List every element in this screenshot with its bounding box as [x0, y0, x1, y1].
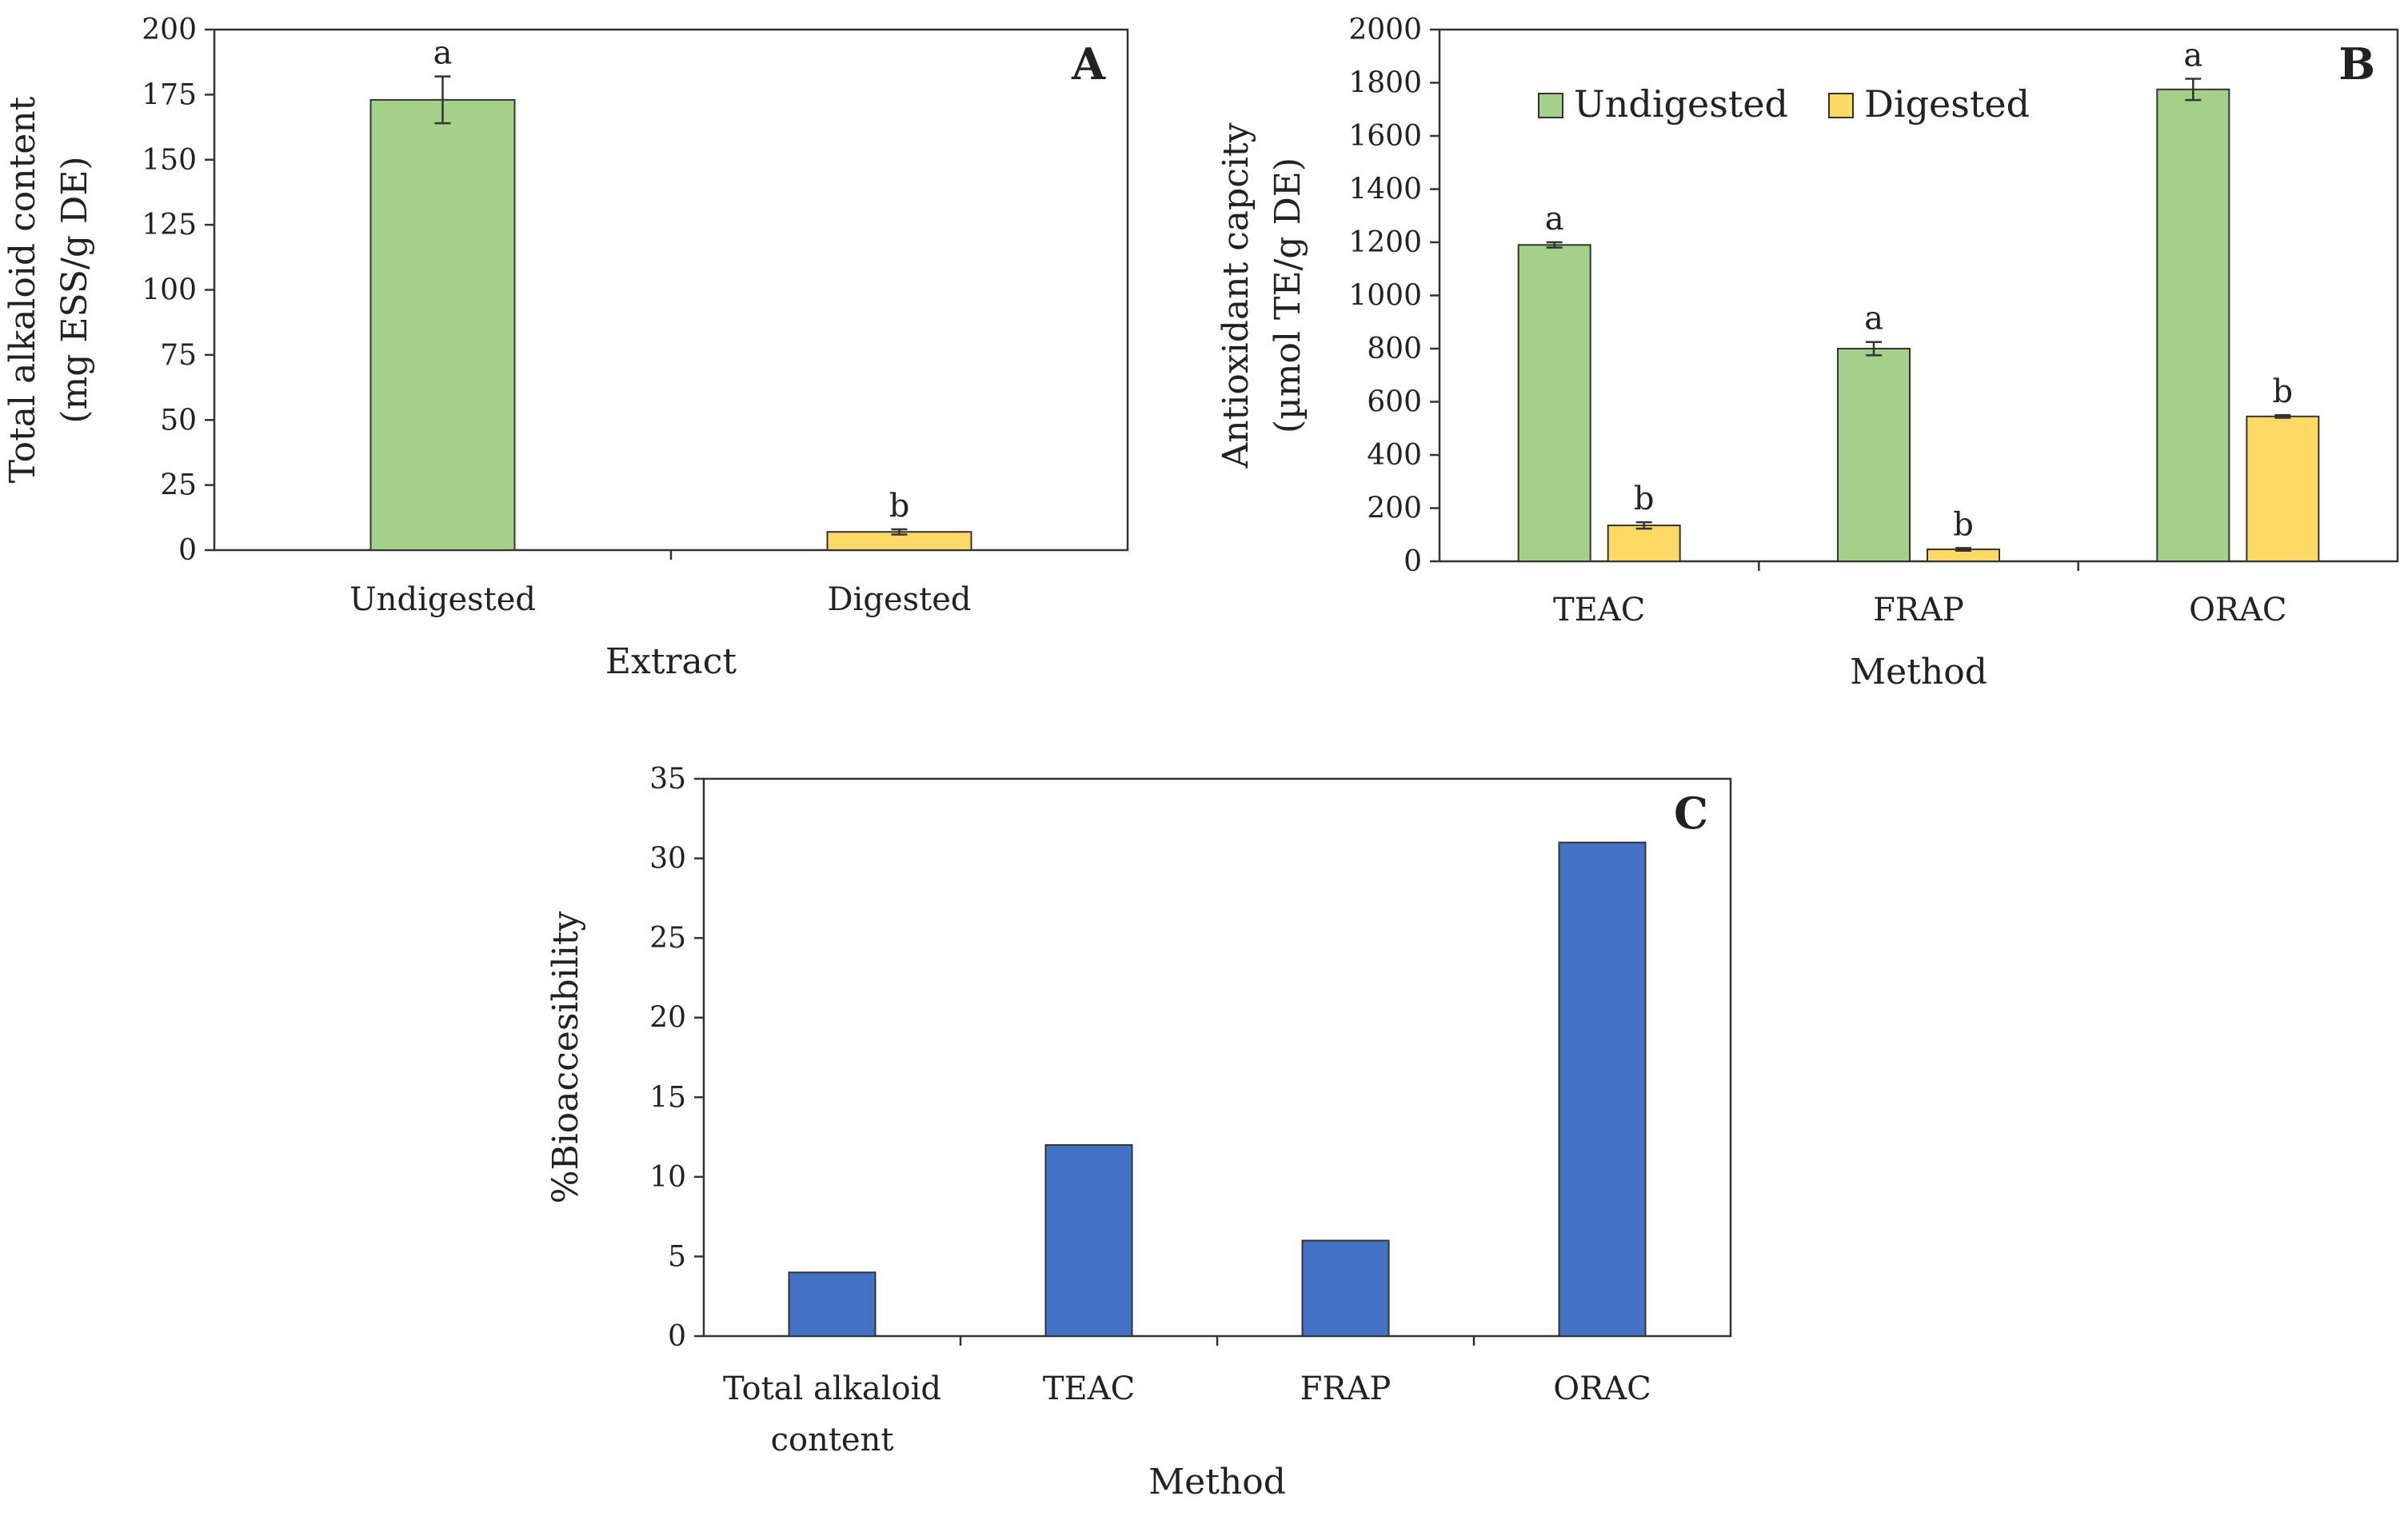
- bar-undigested: [369, 98, 516, 551]
- y-tick-label: 0: [178, 534, 197, 567]
- y-tick-label: 175: [142, 78, 197, 111]
- legend-swatch-digested: [1828, 93, 1854, 118]
- y-tick-label: 1200: [1348, 226, 1422, 259]
- x-category-label: Undigested: [349, 581, 536, 618]
- y-tick-label: 1400: [1348, 174, 1422, 206]
- significance-letter: a: [2183, 38, 2202, 74]
- y-axis-title: Total alkaloid content: [2, 96, 43, 483]
- x-axis-title: Method: [1850, 652, 1987, 692]
- y-tick-label: 100: [142, 274, 197, 307]
- y-axis-title: Antioxidant capcity: [1216, 122, 1256, 469]
- y-tick-label: 150: [142, 144, 197, 177]
- y-tick-label: 0: [1404, 545, 1422, 578]
- x-axis-title: Extract: [605, 641, 737, 682]
- significance-letter: b: [1634, 481, 1655, 517]
- significance-letter: b: [1953, 506, 1974, 543]
- legend: Undigested Digested: [1538, 82, 2030, 126]
- y-tick-label: 1800: [1348, 67, 1422, 100]
- y-tick-label: 35: [649, 763, 686, 796]
- panel-label: C: [1674, 788, 1708, 839]
- y-axis-title: %Bioaccesibility: [545, 911, 586, 1203]
- y-tick-label: 200: [1367, 493, 1422, 525]
- y-tick-label: 1000: [1348, 280, 1422, 313]
- x-category-label: ORAC: [2189, 592, 2286, 628]
- y-tick-label: 800: [1367, 333, 1422, 365]
- significance-letter: b: [889, 488, 910, 525]
- bar-undigested-teac: [1517, 244, 1591, 562]
- y-tick-label: 125: [142, 209, 197, 241]
- legend-swatch-undigested: [1538, 93, 1563, 118]
- plot-area: [213, 28, 1129, 552]
- significance-letter: b: [2273, 373, 2294, 410]
- legend-label: Undigested: [1574, 82, 1788, 126]
- y-tick-label: 2000: [1348, 14, 1422, 46]
- y-tick-label: 25: [160, 469, 197, 502]
- bar-bioaccessibility: [1044, 1144, 1133, 1337]
- chart-C: 0 5 10 15 20 25 30 35 C Method %Bioaccesibility Tot…: [545, 763, 1732, 1502]
- bar-undigested-orac: [2156, 88, 2230, 562]
- chart-B: 0 200 400 600 800 1000 1200 1400 1600 1800 2000 B Me…: [1216, 14, 2399, 692]
- y-tick-label: 20: [649, 1002, 686, 1035]
- bar-digested-orac: [2246, 415, 2320, 562]
- significance-letter: a: [1545, 201, 1564, 237]
- panel-label: A: [1071, 38, 1106, 90]
- y-tick-label: 75: [160, 339, 197, 372]
- y-tick-label: 1600: [1348, 120, 1422, 153]
- y-tick-label: 0: [668, 1320, 686, 1353]
- panel-label: B: [2338, 38, 2375, 90]
- bar-bioaccessibility: [788, 1271, 877, 1338]
- x-category-label: content: [771, 1422, 894, 1458]
- y-tick-label: 25: [649, 922, 686, 955]
- chart-A: 0 25 50 75 100 125 150 175 200 A Extract Total alka…: [2, 14, 1129, 682]
- bar-bioaccessibility: [1558, 841, 1647, 1337]
- x-axis-title: Method: [1148, 1462, 1286, 1502]
- y-tick-label: 600: [1367, 386, 1422, 419]
- y-tick-label: 200: [142, 14, 197, 46]
- x-category-label: FRAP: [1873, 592, 1964, 628]
- x-category-label: Total alkaloid: [723, 1370, 941, 1407]
- y-tick-label: 30: [649, 843, 686, 876]
- x-category-label: TEAC: [1553, 592, 1645, 628]
- y-axis-title: (mg ESS/g DE): [54, 156, 95, 423]
- y-tick-label: 5: [668, 1240, 686, 1273]
- significance-letter: a: [1864, 301, 1883, 337]
- y-axis-title: (µmol TE/g DE): [1268, 158, 1308, 433]
- x-category-label: TEAC: [1043, 1370, 1135, 1407]
- y-tick-label: 50: [160, 404, 197, 437]
- x-category-label: Digested: [827, 581, 971, 618]
- bar-digested-teac: [1607, 525, 1681, 562]
- y-tick-label: 10: [649, 1161, 686, 1194]
- y-tick-label: 15: [649, 1081, 686, 1114]
- y-tick-label: 400: [1367, 439, 1422, 472]
- legend-label: Digested: [1864, 82, 2030, 126]
- x-category-label: FRAP: [1300, 1370, 1392, 1407]
- bar-undigested-frap: [1837, 348, 1911, 562]
- x-category-label: ORAC: [1553, 1370, 1651, 1407]
- significance-letter: a: [433, 35, 453, 72]
- bar-bioaccessibility: [1301, 1239, 1390, 1337]
